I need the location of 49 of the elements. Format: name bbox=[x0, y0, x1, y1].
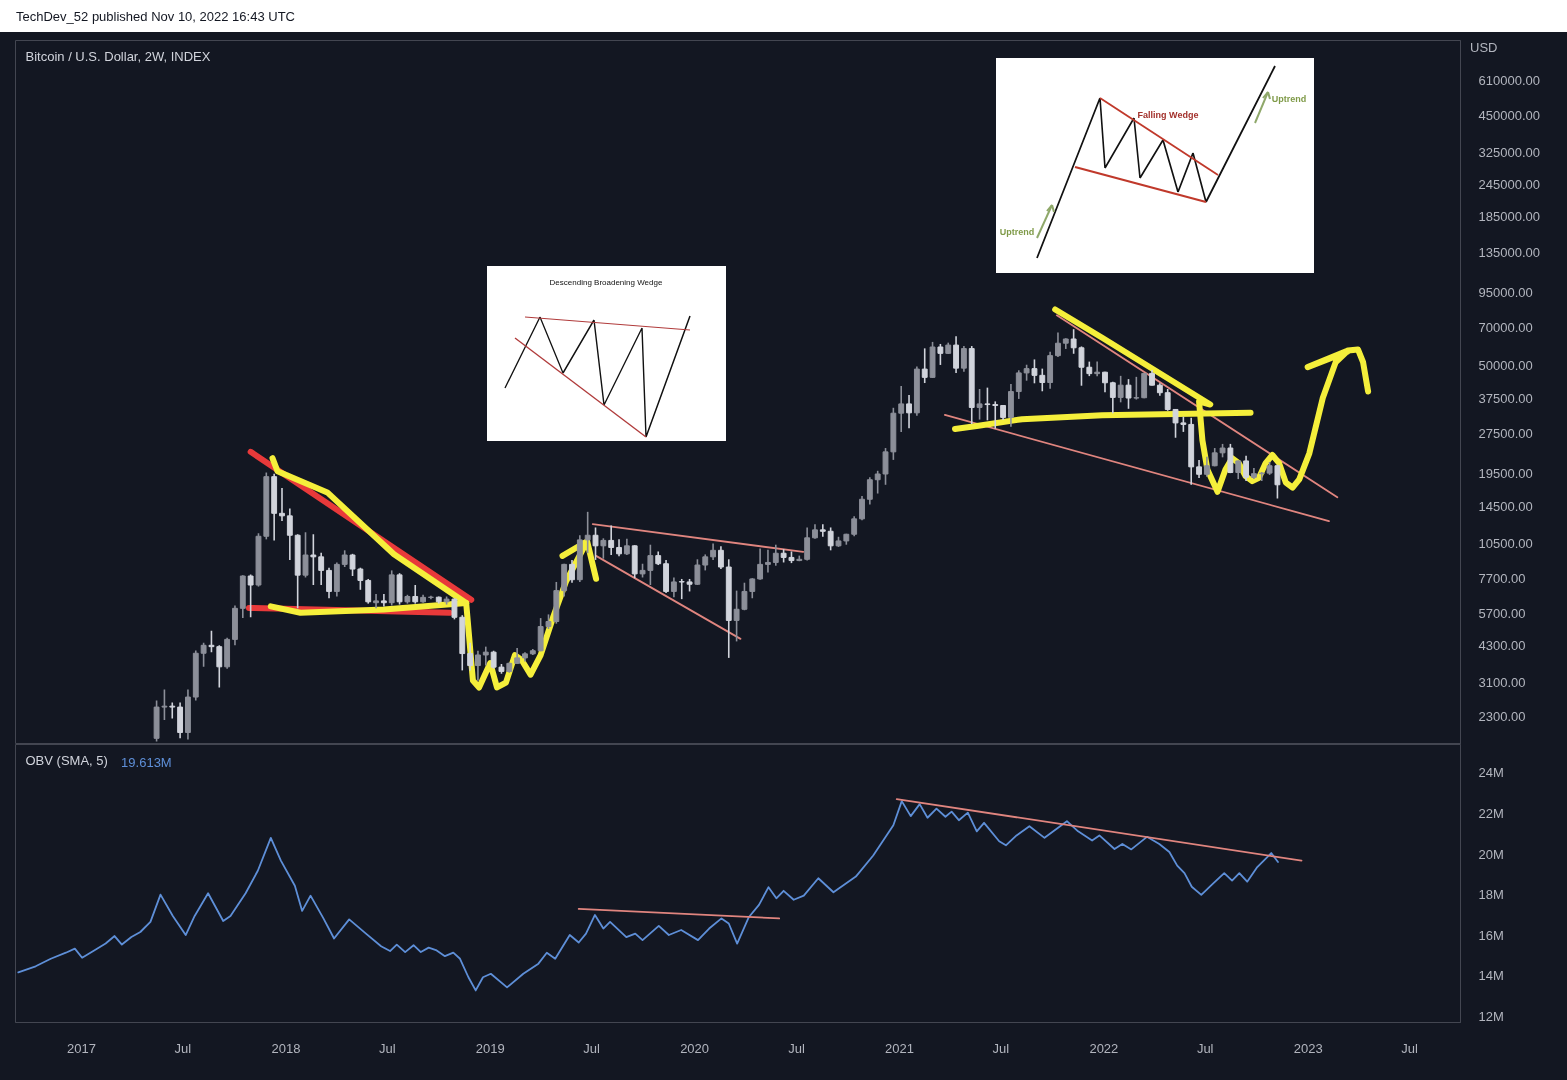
y-tick-label: 37500.00 bbox=[1478, 391, 1533, 407]
y-tick-label: 16M bbox=[1478, 927, 1504, 943]
y-tick-label: 18M bbox=[1478, 887, 1504, 903]
y-tick-label: 7700.00 bbox=[1478, 571, 1526, 587]
y-tick-label: 10500.00 bbox=[1478, 536, 1533, 552]
y-tick-label: 19500.00 bbox=[1478, 465, 1533, 481]
y-tick-label: 5700.00 bbox=[1478, 605, 1526, 621]
y-tick-label: 24M bbox=[1478, 765, 1504, 781]
x-tick-label: 2018 bbox=[271, 1040, 301, 1056]
y-tick-label: 3100.00 bbox=[1478, 675, 1526, 691]
y-tick-label: 22M bbox=[1478, 805, 1504, 821]
y-tick-label: 185000.00 bbox=[1478, 209, 1540, 225]
x-tick-label: Jul bbox=[1196, 1040, 1214, 1056]
text: Bitcoin / U.S. Dollar, 2W, INDEX bbox=[25, 48, 211, 64]
y-tick-label: 245000.00 bbox=[1478, 177, 1540, 193]
x-tick-label: Jul bbox=[378, 1040, 396, 1056]
y-tick-label: 2300.00 bbox=[1478, 709, 1526, 725]
annotation: Falling Wedge bbox=[1137, 110, 1199, 120]
x-tick-label: 2020 bbox=[680, 1040, 710, 1056]
y-tick-label: 4300.00 bbox=[1478, 637, 1526, 653]
y-tick-label: 95000.00 bbox=[1478, 285, 1533, 301]
x-tick-label: 2017 bbox=[67, 1040, 97, 1056]
x-tick-label: 2021 bbox=[885, 1040, 914, 1056]
y-tick-label: 50000.00 bbox=[1478, 358, 1533, 374]
annotation: Descending Broadening Wedge bbox=[549, 278, 663, 287]
y-tick-label: 14M bbox=[1478, 968, 1504, 984]
x-tick-label: 2023 bbox=[1293, 1040, 1323, 1056]
y-tick-label: 450000.00 bbox=[1478, 108, 1540, 124]
y-tick-label: 12M bbox=[1478, 1008, 1504, 1024]
text: OBV (SMA, 5) bbox=[25, 752, 108, 768]
x-tick-label: Jul bbox=[583, 1040, 601, 1056]
x-tick-label: 2019 bbox=[475, 1040, 505, 1056]
y-tick-label: 27500.00 bbox=[1478, 426, 1533, 442]
x-tick-label: Jul bbox=[992, 1040, 1010, 1056]
x-tick-label: Jul bbox=[174, 1040, 192, 1056]
y-tick-label: 135000.00 bbox=[1478, 245, 1540, 261]
x-tick-label: Jul bbox=[788, 1040, 805, 1056]
x-tick-label: Jul bbox=[1401, 1040, 1418, 1056]
x-tick-label: 2022 bbox=[1089, 1040, 1119, 1056]
annotation: Uptrend bbox=[999, 227, 1035, 237]
annotation: 19.613M bbox=[121, 754, 172, 770]
y-tick-label: 14500.00 bbox=[1478, 499, 1533, 515]
annotation: Uptrend bbox=[1271, 94, 1307, 104]
y-tick-label: 20M bbox=[1478, 846, 1504, 862]
y-axis-title: USD bbox=[1470, 40, 1498, 55]
y-tick-label: 610000.00 bbox=[1478, 73, 1540, 89]
y-tick-label: 70000.00 bbox=[1478, 320, 1533, 336]
text: TechDev_52 published Nov 10, 2022 16:43 UTC bbox=[16, 9, 295, 24]
y-tick-label: 325000.00 bbox=[1478, 145, 1540, 161]
